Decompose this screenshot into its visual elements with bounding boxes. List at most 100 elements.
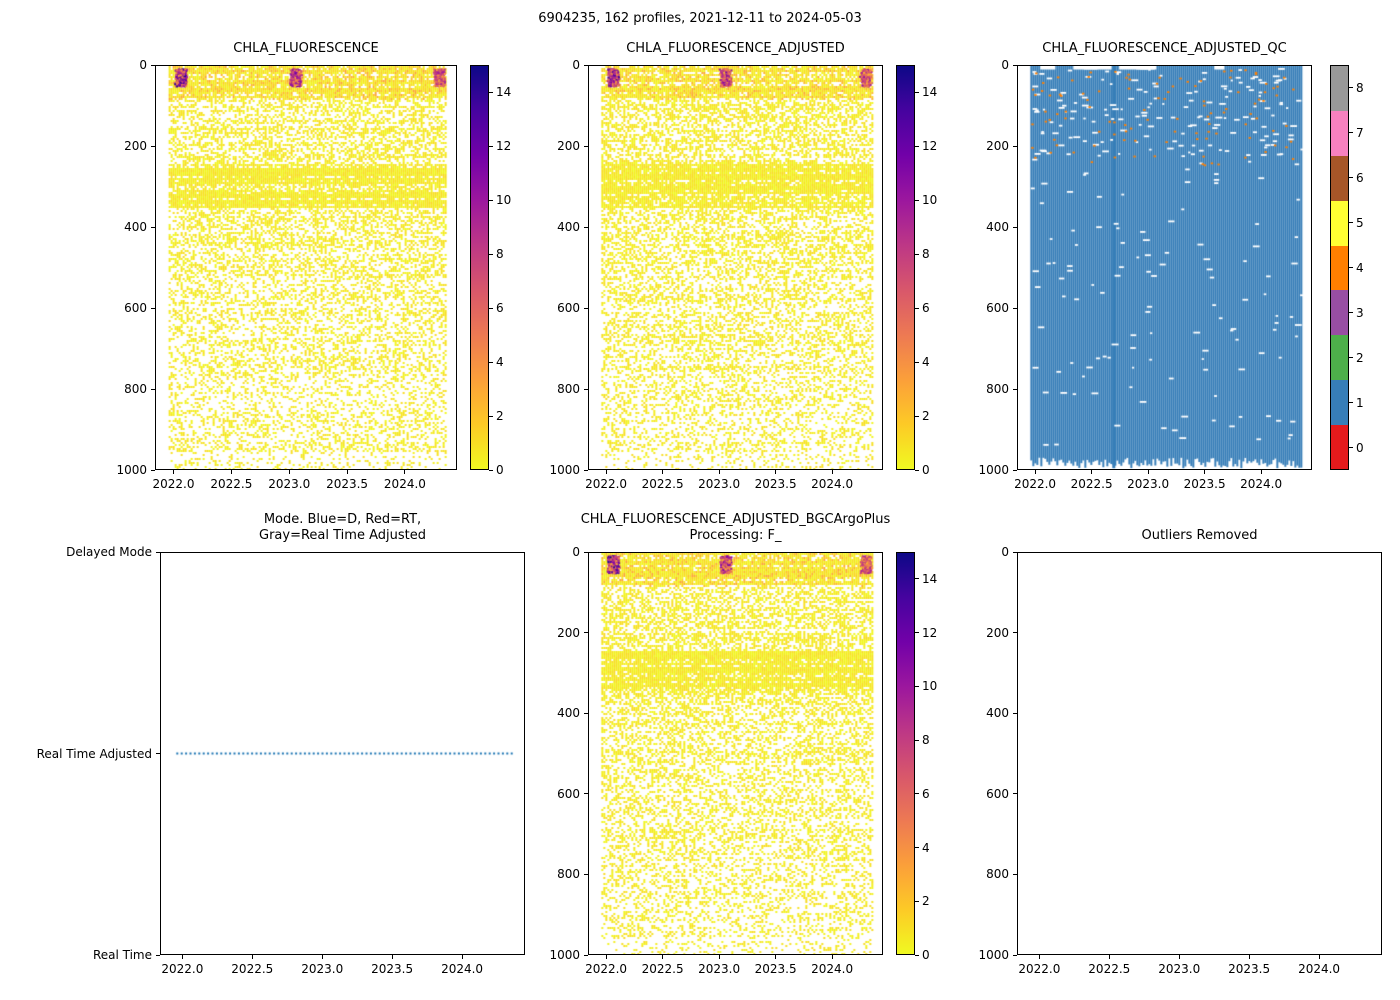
colorbar-tick-label: 14 bbox=[922, 85, 938, 99]
colorbar-tick-mark bbox=[489, 415, 493, 417]
x-tick-mark bbox=[181, 955, 183, 959]
x-tick-mark bbox=[718, 955, 720, 959]
x-tick-mark bbox=[1260, 470, 1262, 474]
y-tick-label: 200 bbox=[986, 625, 1009, 640]
colorbar-tick-label: 0 bbox=[922, 948, 930, 962]
colorbar-tick-label: 12 bbox=[496, 139, 512, 153]
colorbar-segment bbox=[1331, 379, 1348, 425]
colorbar-segment bbox=[1331, 66, 1348, 112]
colorbar-tick-mark bbox=[915, 793, 919, 795]
y-tick-label: 200 bbox=[986, 139, 1009, 153]
y-tick-mark bbox=[584, 632, 588, 634]
x-tick-mark bbox=[1318, 955, 1320, 959]
colorbar-tick-mark bbox=[489, 199, 493, 201]
y-tick-label: 400 bbox=[557, 706, 580, 721]
axes-chla-fluorescence-adjusted-bgcargoplus bbox=[588, 552, 883, 955]
x-tick-mark bbox=[461, 955, 463, 959]
colorbar-segment bbox=[1331, 110, 1348, 157]
colorbar-tick-mark bbox=[915, 469, 919, 471]
subplot-title-chla-fluorescence-adjusted-qc: CHLA_FLUORESCENCE_ADJUSTED_QC bbox=[1042, 41, 1287, 56]
x-tick-mark bbox=[775, 470, 777, 474]
colorbar-tick-mark bbox=[915, 685, 919, 687]
y-tick-label: 800 bbox=[557, 382, 580, 396]
colorbar-tick-label: 4 bbox=[496, 355, 504, 369]
subplot-title-outliers-removed: Outliers Removed bbox=[1141, 528, 1258, 543]
x-tick-mark bbox=[1038, 955, 1040, 959]
x-tick-mark bbox=[718, 470, 720, 474]
x-tick-label: 2023.5 bbox=[1183, 477, 1226, 491]
colorbar-tick-label: 1 bbox=[1356, 395, 1364, 410]
x-tick-mark bbox=[831, 955, 833, 959]
subplot-title-mode: Mode. Blue=D, Red=RT, Gray=Real Time Adj… bbox=[259, 512, 426, 543]
y-tick-label: 400 bbox=[986, 706, 1009, 721]
y-tick-mark bbox=[156, 551, 160, 553]
x-tick-mark bbox=[1204, 470, 1206, 474]
colorbar-chla-fluorescence-adjusted bbox=[896, 65, 915, 470]
y-tick-mark bbox=[1013, 954, 1017, 956]
colorbar-tick-mark bbox=[489, 469, 493, 471]
x-tick-mark bbox=[662, 955, 664, 959]
x-tick-label: 2022.5 bbox=[1088, 962, 1131, 976]
colorbar-tick-mark bbox=[915, 632, 919, 634]
y-tick-label: 1000 bbox=[549, 463, 580, 477]
y-tick-label: 0 bbox=[1001, 58, 1009, 72]
x-tick-label: 2022.0 bbox=[1014, 477, 1057, 491]
colorbar-tick-mark bbox=[915, 847, 919, 849]
x-tick-label: 2024.0 bbox=[441, 962, 484, 976]
y-tick-label: 200 bbox=[557, 625, 580, 640]
colorbar-tick-mark bbox=[489, 253, 493, 255]
x-tick-mark bbox=[173, 470, 174, 474]
colorbar-tick-mark bbox=[915, 578, 919, 580]
y-tick-label: Delayed Mode bbox=[66, 545, 152, 559]
colorbar-tick-label: 6 bbox=[922, 786, 930, 801]
colorbar-segment bbox=[1331, 289, 1348, 336]
colorbar-segment bbox=[1331, 200, 1348, 246]
y-tick-label: Real Time bbox=[92, 948, 152, 962]
colorbar-tick-mark bbox=[915, 954, 919, 956]
colorbar-tick-mark bbox=[1349, 267, 1353, 268]
y-tick-mark bbox=[584, 388, 588, 390]
y-tick-label: 400 bbox=[986, 220, 1009, 234]
y-tick-label: 1000 bbox=[978, 463, 1009, 477]
colorbar-tick-mark bbox=[1349, 177, 1353, 178]
x-tick-mark bbox=[605, 470, 607, 474]
x-tick-label: 2023.0 bbox=[1158, 962, 1201, 976]
colorbar-tick-label: 2 bbox=[922, 409, 930, 423]
x-tick-mark bbox=[662, 470, 664, 474]
subplot-title-chla-fluorescence-adjusted-bgcargoplus: CHLA_FLUORESCENCE_ADJUSTED_BGCArgoPlus P… bbox=[580, 512, 891, 543]
x-tick-mark bbox=[251, 955, 253, 959]
y-tick-label: 600 bbox=[557, 786, 580, 801]
colorbar-tick-label: 6 bbox=[922, 301, 930, 315]
plot-canvas-chla-fluorescence-adjusted-qc bbox=[1018, 66, 1311, 469]
x-tick-mark bbox=[391, 955, 393, 959]
y-tick-mark bbox=[1013, 712, 1017, 714]
y-tick-label: 800 bbox=[986, 382, 1009, 396]
x-tick-label: 2022.0 bbox=[152, 477, 195, 491]
x-tick-label: 2023.5 bbox=[754, 477, 797, 491]
x-tick-label: 2023.0 bbox=[698, 962, 741, 976]
x-tick-mark bbox=[1108, 955, 1110, 959]
x-tick-mark bbox=[605, 955, 607, 959]
y-tick-label: 600 bbox=[986, 786, 1009, 801]
figure-title: 6904235, 162 profiles, 2021-12-11 to 202… bbox=[538, 11, 862, 26]
y-tick-mark bbox=[151, 388, 155, 390]
colorbar-tick-label: 6 bbox=[496, 301, 504, 315]
plot-canvas-mode bbox=[161, 553, 524, 954]
x-tick-label: 2023.5 bbox=[371, 962, 414, 976]
x-tick-mark bbox=[1091, 470, 1093, 474]
plot-canvas-chla-fluorescence-adjusted bbox=[589, 66, 882, 469]
x-tick-mark bbox=[230, 470, 232, 474]
colorbar-tick-mark bbox=[1349, 312, 1353, 313]
colorbar-tick-mark bbox=[915, 415, 919, 417]
y-tick-label: 800 bbox=[986, 867, 1009, 882]
colorbar-tick-label: 8 bbox=[922, 733, 930, 748]
y-tick-mark bbox=[584, 469, 588, 471]
colorbar-tick-mark bbox=[915, 307, 919, 309]
x-tick-label: 2022.5 bbox=[210, 477, 253, 491]
y-tick-mark bbox=[1013, 873, 1017, 875]
y-tick-mark bbox=[584, 873, 588, 875]
subplot-title-chla-fluorescence: CHLA_FLUORESCENCE bbox=[233, 41, 379, 56]
x-tick-mark bbox=[1178, 955, 1180, 959]
y-tick-mark bbox=[1013, 469, 1017, 471]
x-tick-label: 2022.5 bbox=[1070, 477, 1113, 491]
